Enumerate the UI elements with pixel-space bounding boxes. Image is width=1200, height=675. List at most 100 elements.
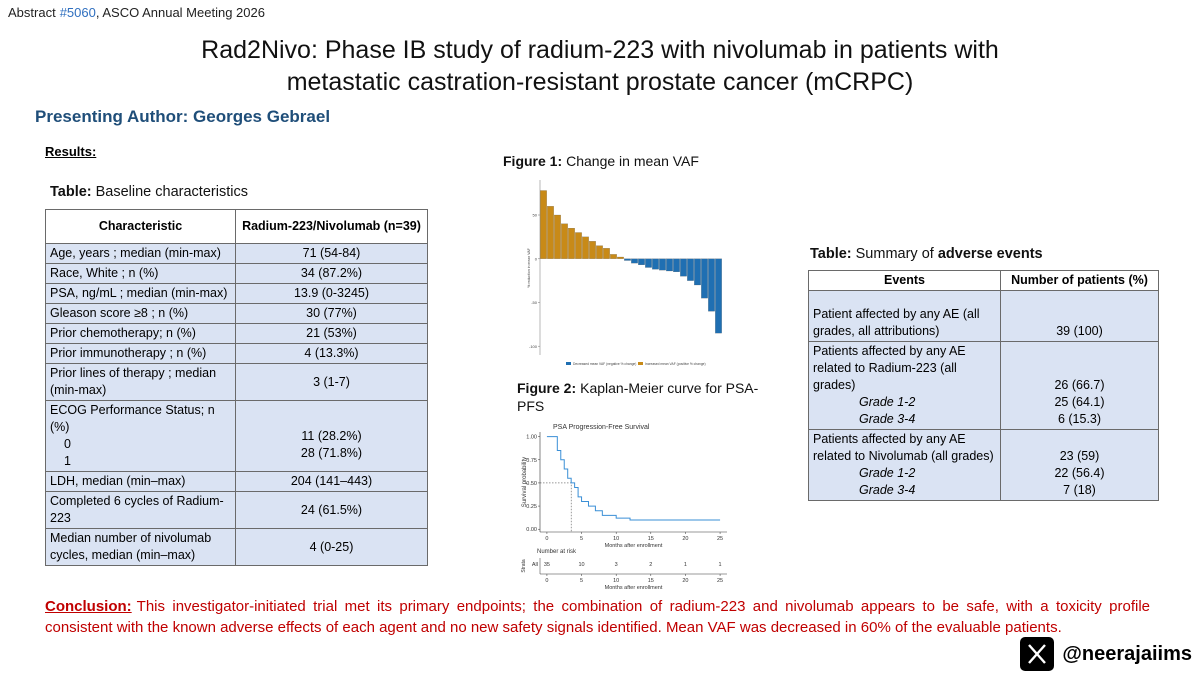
kaplan-meier-plot: PSA Progression-Free Survival 0.00 0.25 0.5…	[521, 424, 727, 591]
caption-bold: adverse events	[937, 246, 1043, 262]
bar	[666, 258, 673, 272]
title-line: metastatic castration-resistant prostate…	[286, 68, 914, 96]
bar	[680, 258, 687, 277]
row-value: 11 (28.2%) 28 (71.8%)	[235, 400, 428, 472]
bar	[554, 214, 561, 259]
social-badge[interactable]: @neerajaiims	[1020, 637, 1192, 671]
row-label: Median number of nivolumab cycles, media…	[45, 528, 236, 566]
abstract-number[interactable]: #5060	[59, 5, 96, 20]
bar	[659, 258, 666, 271]
row-value: 4 (13.3%)	[235, 343, 428, 364]
row-label: PSA, ng/mL ; median (min-max)	[45, 283, 236, 304]
row-value-text: 39 (100)	[1056, 324, 1103, 338]
row-value: 23 (59) 22 (56.4) 7 (18)	[1000, 429, 1159, 501]
legend-label: Decreased mean VAF (negative % change)	[573, 362, 636, 366]
table-caption: Table: Baseline characteristics	[50, 184, 248, 200]
stratum-label: All	[532, 562, 538, 568]
plot-title: PSA Progression-Free Survival	[553, 424, 650, 431]
risk-count: 1	[719, 562, 722, 568]
row-value: 71 (54-84)	[235, 243, 428, 264]
bar	[624, 258, 631, 261]
table-row: ECOG Performance Status; n (%) 0 1 11 (28.…	[45, 400, 428, 472]
legend-swatch	[638, 362, 643, 365]
row-value: 4 (0-25)	[235, 528, 428, 566]
abstract-prefix: Abstract	[8, 5, 56, 20]
table-row: Prior lines of therapy ; median (min-max…	[45, 363, 428, 401]
row-value: 26 (66.7) 25 (64.1) 6 (15.3)	[1000, 341, 1159, 430]
presenting-author: Presenting Author: Georges Gebrael	[35, 107, 331, 126]
y-axis-label: Survival probability	[522, 457, 528, 507]
grade-label: Grade 1-2	[859, 466, 916, 480]
bar	[603, 248, 610, 259]
bar	[617, 256, 624, 259]
table-row: Patients affected by any AE related to R…	[808, 341, 1159, 430]
bar	[547, 206, 554, 259]
grade-value: 22 (56.4)	[1054, 466, 1105, 480]
row-label: Prior immunotherapy ; n (%)	[45, 343, 236, 364]
x-axis-label: Months after enrollment	[605, 585, 663, 591]
row-label-text: Patient affected by any AE (all grades, …	[813, 307, 980, 338]
bar	[673, 258, 680, 272]
risk-count: 35	[544, 562, 550, 568]
row-value: 34 (87.2%)	[235, 263, 428, 284]
y-axis-label: % reduction in mean VAF	[527, 248, 531, 287]
conclusion: Conclusion: This investigator-initiated t…	[45, 596, 1150, 638]
x-logo	[1020, 637, 1055, 671]
sub-label: 1	[64, 454, 71, 468]
row-value: 3 (1-7)	[235, 363, 428, 401]
column-header: Characteristic	[45, 209, 236, 244]
table-caption: Table: Summary of adverse events	[810, 246, 1047, 262]
bar	[715, 258, 722, 334]
strata-label: Strata	[521, 559, 527, 573]
row-label: Patients affected by any AE related to N…	[808, 429, 1001, 501]
grade-label: Grade 1-2	[859, 395, 916, 409]
row-label: Patient affected by any AE (all grades, …	[808, 290, 1001, 342]
caption-text: Summary of	[855, 246, 934, 262]
table-row: Patients affected by any AE related to N…	[808, 429, 1159, 501]
grade-value: 25 (64.1)	[1054, 395, 1105, 409]
grade-value: 7 (18)	[1063, 483, 1096, 497]
table-row: Median number of nivolumab cycles, media…	[45, 528, 428, 566]
risk-count: 10	[578, 562, 584, 568]
title: Rad2Nivo: Phase IB study of radium-223 w…	[0, 34, 1200, 98]
waterfall-plot: 50 0 -50 -100 % reduction in mean VAF Decreas…	[527, 180, 722, 366]
figure-caption: Figure 2: Kaplan-Meier curve for PSA-PFS	[517, 379, 779, 415]
abstract-suffix: , ASCO Annual Meeting 2026	[95, 5, 265, 20]
table-row: Race, White ; n (%) 34 (87.2%)	[45, 263, 428, 284]
row-value: 30 (77%)	[235, 303, 428, 324]
y-tick-label: 0.00	[526, 527, 537, 533]
caption-text: Change in mean VAF	[566, 153, 699, 169]
sub-value: 28 (71.8%)	[300, 445, 363, 460]
row-label-text: ECOG Performance Status; n (%)	[50, 403, 215, 434]
x-tick-label: 20	[682, 578, 688, 584]
caption-label: Table:	[810, 246, 852, 262]
bar	[652, 258, 659, 270]
caption-label: Table:	[50, 184, 92, 200]
row-label-text: Patients affected by any AE related to N…	[813, 432, 994, 463]
caption-text: Kaplan-Meier curve for PSA-PFS	[517, 380, 759, 414]
row-label: Race, White ; n (%)	[45, 263, 236, 284]
table-row: Prior immunotherapy ; n (%) 4 (13.3%)	[45, 343, 428, 364]
x-tick-label: 25	[717, 578, 723, 584]
social-handle[interactable]: @neerajaiims	[1062, 642, 1192, 665]
table-row: Prior chemotherapy; n (%) 21 (53%)	[45, 323, 428, 344]
x-tick-label: 25	[717, 536, 723, 542]
median-line	[540, 482, 572, 532]
row-label: ECOG Performance Status; n (%) 0 1	[45, 400, 236, 472]
x-tick-label: 15	[648, 578, 654, 584]
row-value: 21 (53%)	[235, 323, 428, 344]
table-row: PSA, ng/mL ; median (min-max) 13.9 (0-324…	[45, 283, 428, 304]
table-row: Completed 6 cycles of Radium-223 24 (61.5…	[45, 491, 428, 529]
baseline-table: Characteristic Radium-223/Nivolumab (n=39…	[45, 209, 428, 566]
survival-curve	[546, 436, 721, 521]
legend-label: Increased mean VAF (positive % change)	[645, 362, 706, 366]
x-tick-label: 5	[580, 578, 583, 584]
bar	[561, 223, 568, 259]
row-value-text: 23 (59)	[1059, 449, 1100, 463]
risk-count: 3	[615, 562, 618, 568]
caption-label: Figure 2:	[517, 380, 577, 396]
sub-label: 0	[64, 437, 71, 451]
table-row: LDH, median (min–max) 204 (141–443)	[45, 471, 428, 492]
x-tick-label: 0	[545, 536, 548, 542]
